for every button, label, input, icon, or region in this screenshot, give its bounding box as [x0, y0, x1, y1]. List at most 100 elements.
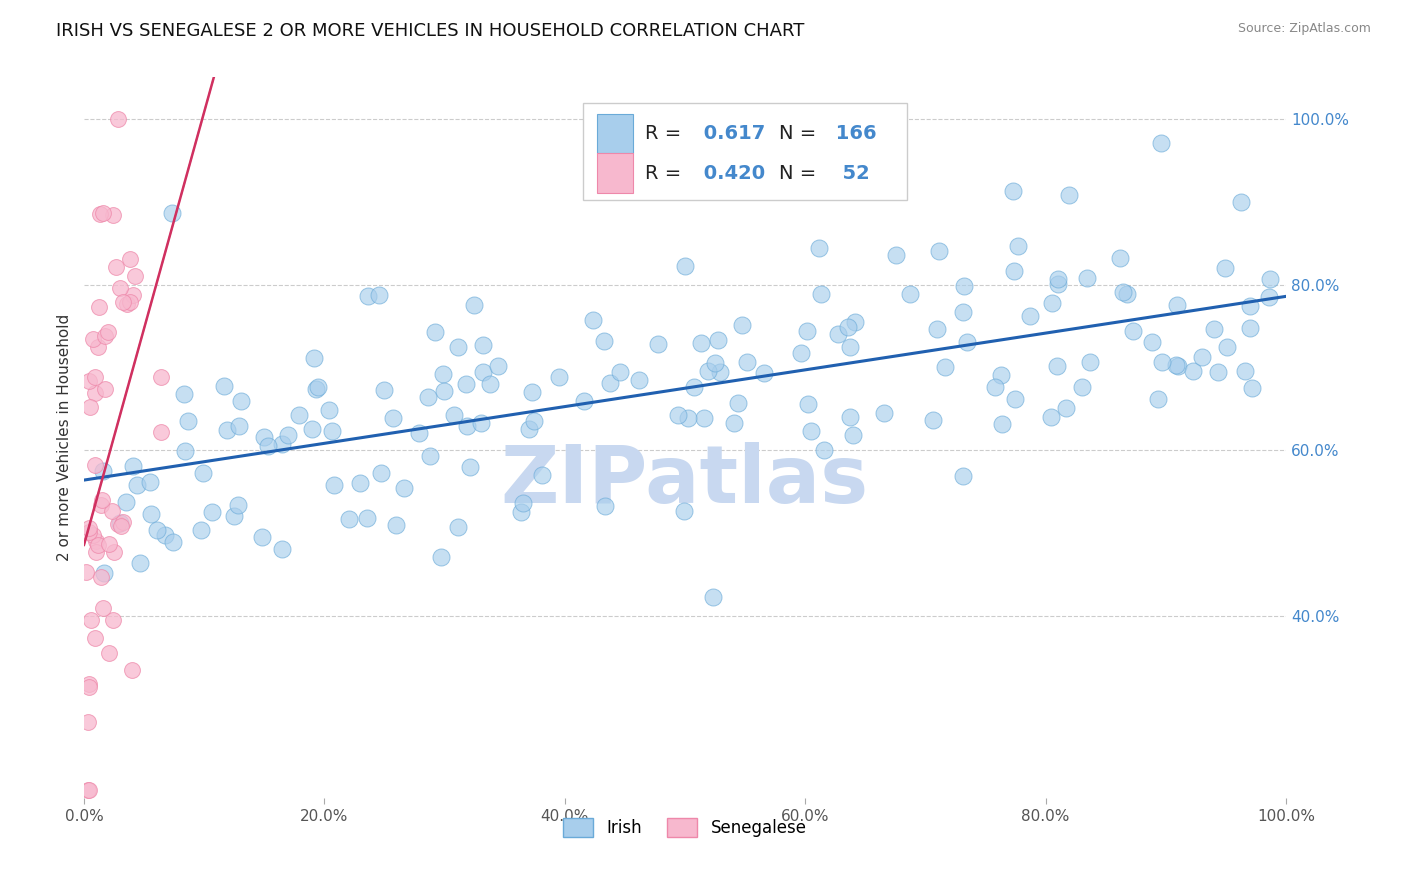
Point: [837, 320, 859, 334]
Point: [432, 367, 454, 381]
Point: [1039, 410, 1062, 425]
Point: [419, 449, 441, 463]
FancyBboxPatch shape: [583, 103, 907, 200]
Y-axis label: 2 or more Vehicles in Household: 2 or more Vehicles in Household: [58, 314, 72, 561]
Point: [322, 478, 344, 492]
Point: [627, 373, 650, 387]
Point: [337, 512, 360, 526]
Point: [472, 365, 495, 379]
Point: [990, 368, 1012, 382]
Point: [1164, 358, 1187, 372]
Point: [80, 613, 103, 627]
Point: [1241, 381, 1264, 395]
Point: [582, 313, 605, 327]
Point: [139, 475, 162, 489]
Point: [77, 521, 100, 535]
Point: [384, 517, 406, 532]
Point: [357, 289, 380, 303]
Point: [84, 458, 107, 473]
Point: [226, 498, 249, 512]
Point: [93, 566, 115, 581]
Point: [797, 397, 820, 411]
Point: [110, 516, 132, 530]
Point: [301, 422, 323, 436]
Point: [1166, 297, 1188, 311]
Point: [873, 406, 896, 420]
Point: [97, 325, 120, 339]
Point: [110, 519, 132, 533]
Point: [844, 315, 866, 329]
Point: [1152, 355, 1174, 369]
Point: [1147, 392, 1170, 406]
Point: [162, 534, 184, 549]
Point: [520, 385, 543, 400]
Point: [173, 387, 195, 401]
Point: [1002, 184, 1025, 198]
Point: [77, 677, 100, 691]
Point: [952, 305, 974, 319]
Point: [82, 332, 104, 346]
Point: [75, 566, 97, 580]
Point: [304, 351, 326, 366]
Point: [270, 437, 292, 451]
Point: [150, 425, 173, 439]
Point: [673, 259, 696, 273]
Point: [827, 326, 849, 341]
Point: [707, 333, 730, 347]
Point: [103, 545, 125, 559]
Point: [458, 460, 481, 475]
Point: [129, 556, 152, 570]
Point: [1040, 295, 1063, 310]
Point: [122, 458, 145, 473]
Point: [101, 504, 124, 518]
Point: [1019, 310, 1042, 324]
Point: [838, 340, 860, 354]
Point: [112, 295, 135, 310]
Point: [796, 324, 818, 338]
Text: ZIPatlas: ZIPatlas: [501, 442, 869, 520]
Point: [593, 334, 616, 349]
Point: [807, 241, 830, 255]
Point: [953, 279, 976, 293]
Point: [1007, 239, 1029, 253]
Point: [593, 500, 616, 514]
Point: [107, 112, 129, 126]
Point: [727, 396, 749, 410]
Point: [108, 280, 131, 294]
Point: [433, 384, 456, 398]
Point: [810, 286, 832, 301]
Point: [250, 530, 273, 544]
Point: [94, 329, 117, 343]
Point: [1140, 334, 1163, 349]
Point: [1230, 194, 1253, 209]
FancyBboxPatch shape: [598, 114, 633, 153]
Point: [647, 336, 669, 351]
Point: [752, 366, 775, 380]
Point: [1167, 359, 1189, 374]
Point: [523, 414, 546, 428]
Point: [84, 370, 107, 384]
Point: [373, 383, 395, 397]
Point: [1078, 355, 1101, 369]
Point: [956, 334, 979, 349]
Point: [349, 475, 371, 490]
Point: [1059, 187, 1081, 202]
Point: [94, 383, 117, 397]
Point: [288, 408, 311, 422]
Point: [1002, 264, 1025, 278]
Point: [321, 424, 343, 438]
Point: [176, 414, 198, 428]
Point: [79, 375, 101, 389]
Point: [1191, 350, 1213, 364]
Point: [898, 286, 921, 301]
Point: [257, 439, 280, 453]
Point: [392, 482, 415, 496]
Point: [800, 424, 823, 438]
Point: [1046, 359, 1069, 373]
Point: [668, 409, 690, 423]
Point: [115, 495, 138, 509]
Point: [231, 393, 253, 408]
Point: [599, 376, 621, 391]
Point: [1122, 325, 1144, 339]
Point: [696, 364, 718, 378]
